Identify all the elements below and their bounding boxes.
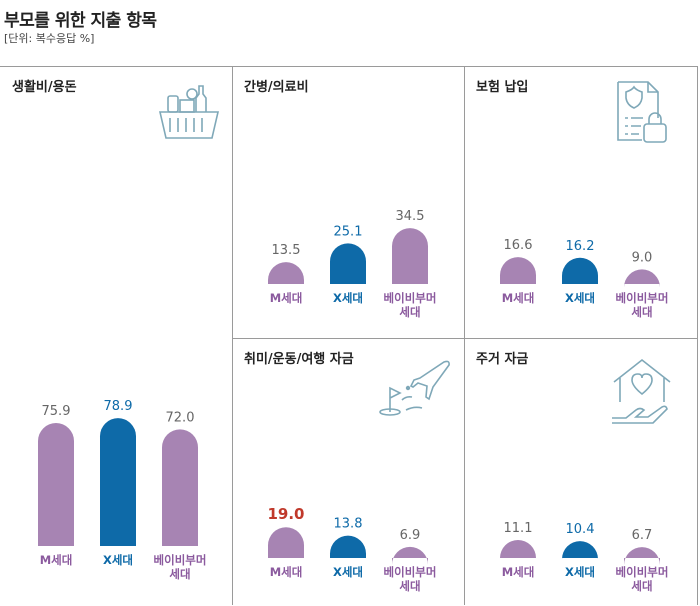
category-label: 세대 (631, 305, 652, 319)
category-label: M세대 (270, 291, 303, 305)
unit-note: [단위: 복수응답 %] (4, 32, 95, 45)
category-label: X세대 (103, 553, 133, 567)
panel-title: 취미/운동/여행 자금 (244, 352, 354, 367)
panel-title: 주거 자금 (476, 352, 529, 367)
grid-divider-2 (464, 66, 465, 605)
bar (392, 228, 428, 284)
bar (162, 429, 198, 546)
category-label: 세대 (399, 579, 420, 593)
category-label: 베이비부머 (384, 565, 437, 579)
category-label: 세대 (169, 567, 190, 581)
grocery-basket-icon (158, 85, 220, 139)
house-heart-icon (612, 358, 671, 424)
page-title: 부모를 위한 지출 항목 (4, 11, 157, 31)
grid-divider-1 (232, 66, 233, 605)
category-label: 베이비부머 (384, 291, 437, 305)
bar (562, 541, 598, 560)
data-label: 75.9 (42, 404, 71, 419)
category-label: 세대 (631, 579, 652, 593)
category-label: X세대 (565, 291, 595, 305)
panel-living-expenses: 생활비/용돈 75.9 M세대 78.9 X세대 72.0 베이비부머 세대 (0, 66, 232, 605)
bar (624, 547, 660, 566)
insurance-document-icon (617, 81, 667, 143)
data-label: 13.5 (272, 243, 301, 258)
grid-frame (0, 66, 698, 606)
data-label: 6.9 (400, 528, 421, 543)
category-label: X세대 (333, 291, 363, 305)
panel-housing: 주거 자금 11.1 M세대 10.4 X세대 6.7 베이비부머 세대 (464, 338, 697, 605)
category-label: M세대 (270, 565, 303, 579)
bar (330, 535, 366, 558)
data-label: 19.0 (267, 505, 304, 523)
data-label: 25.1 (334, 224, 363, 239)
panel-medical-expenses: 간병/의료비 13.5 M세대 25.1 X세대 34.5 베이비부머 세대 (232, 66, 464, 338)
bar (330, 243, 366, 284)
category-label: X세대 (565, 565, 595, 579)
bar (268, 262, 304, 284)
panel-title: 보험 납입 (476, 80, 529, 95)
data-label: 16.2 (566, 239, 595, 254)
bar (38, 423, 74, 546)
category-label: 베이비부머 (154, 553, 207, 567)
panel-insurance: 보험 납입 16.6 M세대 16.2 X세대 9.0 베이비부머 세대 (464, 66, 697, 338)
category-label: M세대 (40, 553, 73, 567)
bar (562, 257, 598, 284)
category-label: 베이비부머 (616, 291, 669, 305)
panel-title: 생활비/용돈 (12, 80, 77, 95)
panel-hobby-travel: 취미/운동/여행 자금 19.0 M세대 13.8 X세대 6.9 베이비부머 세대 (232, 338, 464, 605)
category-label: 베이비부머 (616, 565, 669, 579)
bar (624, 269, 660, 288)
grid-divider-h (232, 338, 698, 339)
data-label: 72.0 (166, 410, 195, 425)
category-label: X세대 (333, 565, 363, 579)
bar (500, 257, 536, 284)
panel-title: 간병/의료비 (244, 80, 309, 95)
data-label: 13.8 (334, 517, 363, 532)
airplane-golf-icon (379, 360, 450, 416)
bar (268, 527, 304, 558)
data-label: 11.1 (504, 521, 533, 536)
bar (500, 540, 536, 559)
data-label: 10.4 (566, 522, 595, 537)
grid-divider-3 (697, 66, 698, 605)
data-label: 78.9 (104, 399, 133, 414)
category-label: M세대 (502, 565, 535, 579)
category-label: M세대 (502, 291, 535, 305)
category-label: 세대 (399, 305, 420, 319)
bar (392, 546, 428, 565)
data-label: 34.5 (396, 209, 425, 224)
bar (100, 418, 136, 546)
data-label: 9.0 (632, 250, 653, 265)
data-label: 16.6 (504, 238, 533, 253)
data-label: 6.7 (632, 528, 653, 543)
